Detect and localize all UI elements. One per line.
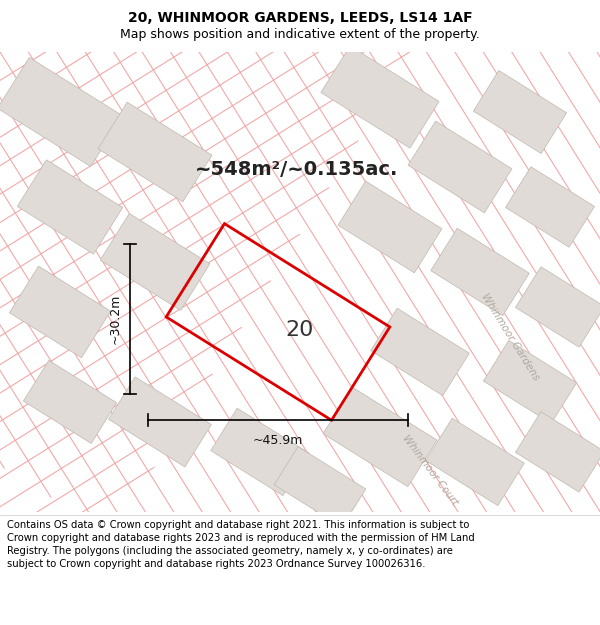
Text: ~30.2m: ~30.2m [109, 294, 122, 344]
Polygon shape [10, 266, 110, 358]
Polygon shape [211, 408, 309, 496]
Polygon shape [321, 46, 439, 148]
Text: ~45.9m: ~45.9m [253, 434, 303, 447]
Polygon shape [338, 181, 442, 273]
Polygon shape [23, 361, 116, 444]
Polygon shape [515, 412, 600, 492]
Polygon shape [98, 102, 212, 202]
Polygon shape [426, 418, 524, 506]
Polygon shape [431, 228, 529, 316]
Polygon shape [473, 71, 566, 154]
Polygon shape [505, 167, 595, 247]
Polygon shape [17, 160, 123, 254]
Text: Map shows position and indicative extent of the property.: Map shows position and indicative extent… [120, 28, 480, 41]
Text: Whinmoor Gardens: Whinmoor Gardens [479, 292, 541, 382]
Text: 20, WHINMOOR GARDENS, LEEDS, LS14 1AF: 20, WHINMOOR GARDENS, LEEDS, LS14 1AF [128, 11, 472, 26]
Polygon shape [408, 121, 512, 213]
Text: Contains OS data © Crown copyright and database right 2021. This information is : Contains OS data © Crown copyright and d… [7, 520, 475, 569]
Polygon shape [100, 214, 210, 311]
Polygon shape [515, 267, 600, 347]
Polygon shape [274, 447, 366, 527]
Polygon shape [0, 58, 122, 166]
Text: 20: 20 [286, 320, 314, 340]
Polygon shape [484, 341, 577, 424]
Polygon shape [109, 377, 211, 467]
Text: ~548m²/~0.135ac.: ~548m²/~0.135ac. [195, 161, 398, 179]
Polygon shape [323, 387, 437, 487]
Text: Whinmoor Court: Whinmoor Court [400, 432, 460, 507]
Polygon shape [371, 308, 469, 396]
